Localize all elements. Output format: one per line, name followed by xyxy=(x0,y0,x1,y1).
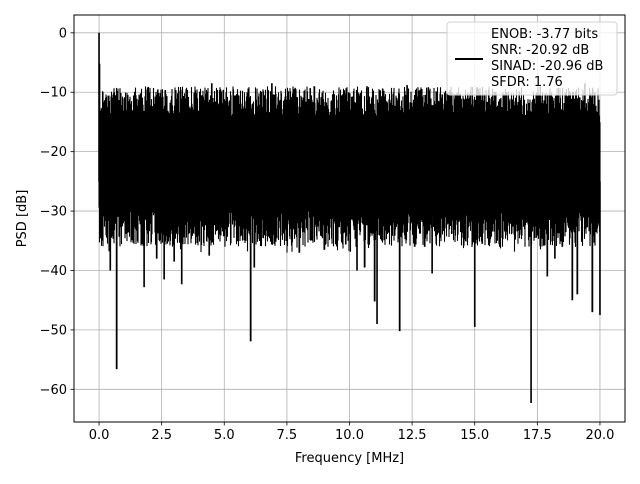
x-tick-label: 15.0 xyxy=(460,428,489,443)
y-tick-label: −10 xyxy=(40,86,67,101)
x-tick-label: 0.0 xyxy=(89,428,110,443)
y-tick-label: −50 xyxy=(40,323,67,338)
x-tick-label: 5.0 xyxy=(214,428,235,443)
x-axis-label: Frequency [MHz] xyxy=(295,451,404,466)
axis-ticks: 0.0 2.5 5.0 7.5 10.0 12.5 15.0 17.5 20.0 0 −10 −20 −… xyxy=(40,26,615,443)
y-tick-label: −60 xyxy=(40,383,67,398)
x-tick-label: 10.0 xyxy=(335,428,364,443)
x-tick-label: 7.5 xyxy=(277,428,298,443)
plot-area xyxy=(98,32,601,403)
legend-sinad: SINAD: -20.96 dB xyxy=(491,59,603,74)
legend: ENOB: -3.77 bits SNR: -20.92 dB SINAD: -… xyxy=(446,21,618,96)
y-tick-label: −30 xyxy=(40,205,67,220)
y-tick-label: 0 xyxy=(59,26,67,41)
x-tick-label: 2.5 xyxy=(151,428,172,443)
legend-sfdr: SFDR: 1.76 xyxy=(491,75,563,90)
x-tick-label: 20.0 xyxy=(585,428,614,443)
y-tick-label: −40 xyxy=(40,264,67,279)
y-axis-label: PSD [dB] xyxy=(15,190,30,248)
legend-enob: ENOB: -3.77 bits xyxy=(491,27,598,42)
legend-box xyxy=(446,21,618,96)
x-tick-label: 12.5 xyxy=(398,428,427,443)
x-tick-label: 17.5 xyxy=(523,428,552,443)
y-tick-label: −20 xyxy=(40,145,67,160)
legend-snr: SNR: -20.92 dB xyxy=(491,43,589,58)
